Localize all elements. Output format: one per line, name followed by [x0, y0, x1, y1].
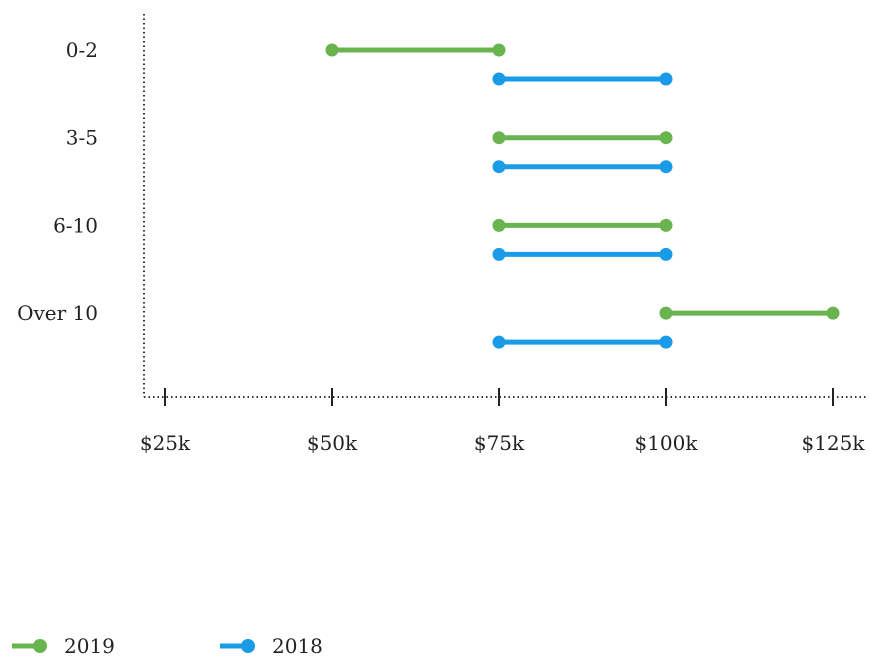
range-end-dot: [659, 160, 673, 174]
range-start-dot: [659, 306, 673, 320]
x-tick-label: $125k: [801, 431, 865, 455]
range-end-dot: [659, 72, 673, 86]
range-marks: [325, 43, 840, 349]
legend-swatch-dot: [33, 639, 47, 653]
range-start-dot: [492, 335, 506, 349]
series-2019: [325, 43, 840, 320]
legend-label: 2018: [272, 634, 323, 658]
category-label: Over 10: [17, 301, 98, 325]
x-tick-label: $25k: [140, 431, 191, 455]
y-axis-categories: 0-2 3-5 6-10 Over 10: [17, 38, 98, 325]
range-start-dot: [492, 160, 506, 174]
series-2018: [492, 72, 673, 349]
range-end-dot: [659, 131, 673, 145]
legend-item-2019: 2019: [12, 634, 115, 658]
range-end-dot: [659, 218, 673, 232]
x-tick-label: $75k: [474, 431, 525, 455]
category-label: 6-10: [53, 213, 98, 237]
legend-label: 2019: [64, 634, 115, 658]
legend-item-2018: 2018: [220, 634, 323, 658]
x-axis-ticks: $25k $50k $75k $100k $125k: [140, 388, 865, 455]
category-label: 0-2: [66, 38, 98, 62]
range-start-dot: [492, 131, 506, 145]
legend-swatch-dot: [241, 639, 255, 653]
x-tick-label: $50k: [307, 431, 358, 455]
legend: 2019 2018: [12, 634, 323, 658]
range-end-dot: [492, 43, 506, 57]
range-start-dot: [492, 72, 506, 86]
x-tick-label: $100k: [634, 431, 698, 455]
range-start-dot: [492, 247, 506, 261]
range-end-dot: [826, 306, 840, 320]
range-start-dot: [492, 218, 506, 232]
range-start-dot: [325, 43, 339, 57]
range-end-dot: [659, 335, 673, 349]
range-end-dot: [659, 247, 673, 261]
category-label: 3-5: [66, 126, 98, 150]
